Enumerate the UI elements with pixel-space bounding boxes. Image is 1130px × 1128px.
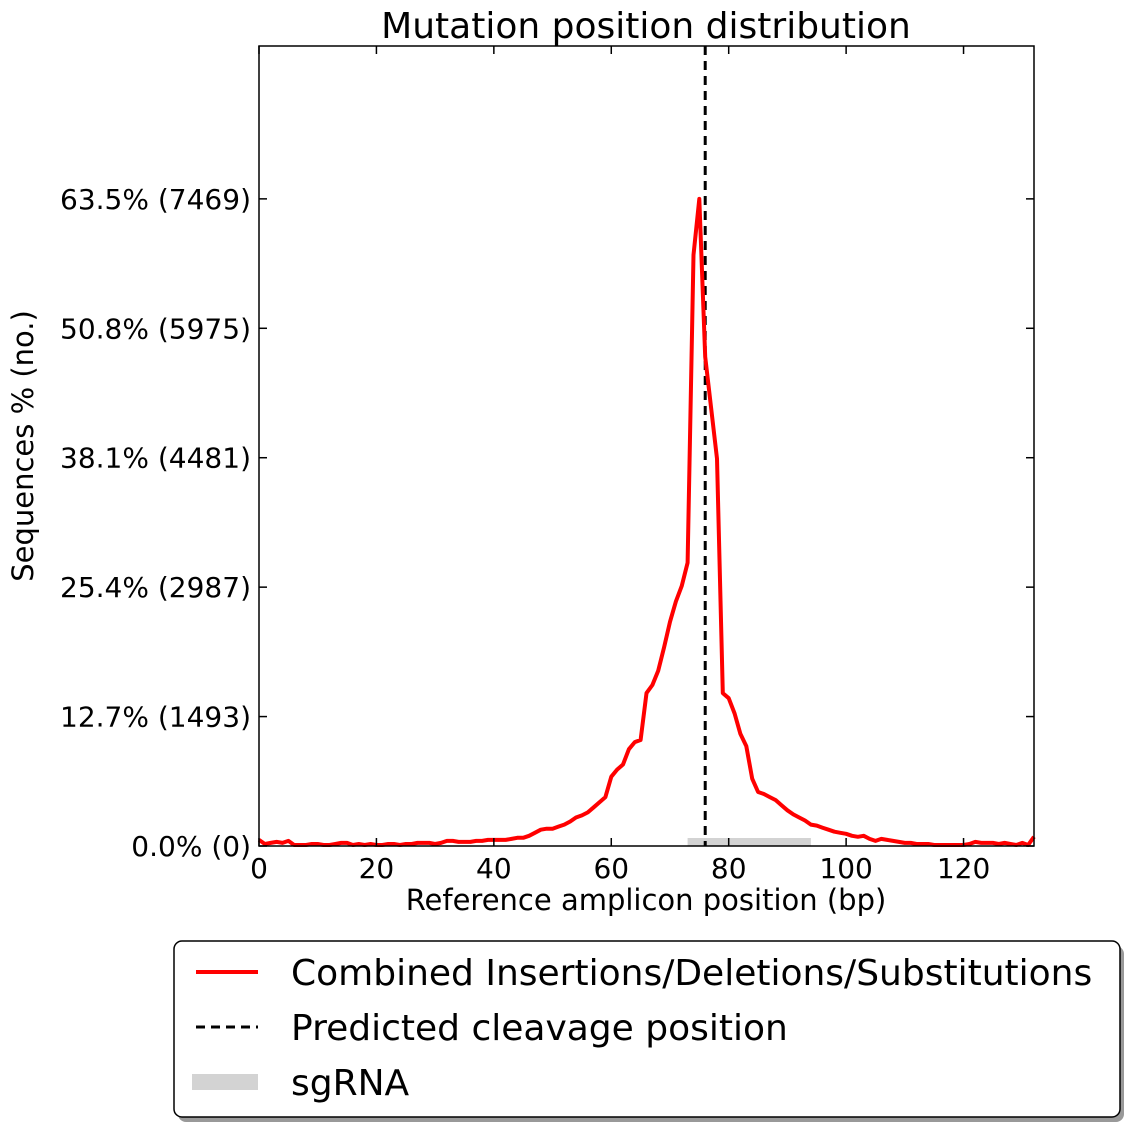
legend-label: Combined Insertions/Deletions/Substituti… <box>291 953 1092 994</box>
y-tick-label: 12.7% (1493) <box>60 701 251 734</box>
y-tick-label: 63.5% (7469) <box>60 183 251 216</box>
x-tick-label: 40 <box>476 852 512 885</box>
y-tick-label: 25.4% (2987) <box>60 571 251 604</box>
series-line-0 <box>257 196 1036 847</box>
x-tick-label: 100 <box>819 852 872 885</box>
legend-label: Predicted cleavage position <box>291 1008 788 1049</box>
legend-box <box>173 940 1121 1118</box>
y-tick-label: 38.1% (4481) <box>60 442 251 475</box>
y-tick-label: 50.8% (5975) <box>60 312 251 345</box>
x-tick-label: 0 <box>250 852 268 885</box>
x-tick-label: 60 <box>593 852 629 885</box>
chart-title: Mutation position distribution <box>381 6 911 47</box>
x-tick-label: 20 <box>359 852 395 885</box>
x-axis-label: Reference amplicon position (bp) <box>406 883 887 917</box>
plot-area: 0 20 40 60 80 100 120 0.0% (0) 12.7% (1493) 25.4%… <box>60 46 1036 885</box>
x-tick-label: 120 <box>937 852 990 885</box>
y-axis-label: Sequences % (no.) <box>6 310 40 582</box>
legend: Combined Insertions/Deletions/Substituti… <box>173 940 1124 1122</box>
plot-frame <box>258 45 1035 847</box>
legend-label: sgRNA <box>291 1063 410 1104</box>
x-tick-label: 80 <box>711 852 747 885</box>
sgrna-band <box>687 838 811 846</box>
legend-swatch-band <box>192 1074 258 1090</box>
y-tick-label: 0.0% (0) <box>131 830 251 863</box>
